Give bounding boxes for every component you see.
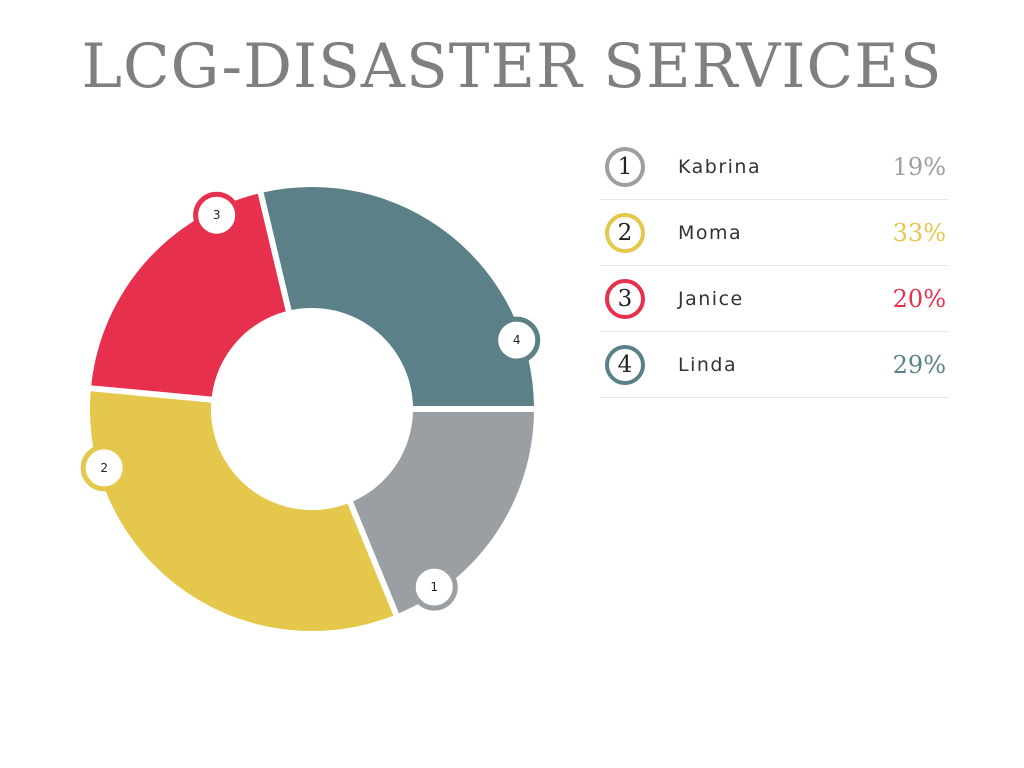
legend-number-badge: 2 <box>605 213 645 253</box>
slice-marker-label: 2 <box>100 461 108 475</box>
legend-row-3: 3 Janice 20% <box>600 266 948 332</box>
legend-percent: 33% <box>892 219 946 247</box>
slice-marker-label: 3 <box>213 208 221 222</box>
legend-percent: 29% <box>892 351 946 379</box>
legend-number-badge: 1 <box>605 147 645 187</box>
donut-slice-2 <box>89 391 394 632</box>
legend-row-2: 2 Moma 33% <box>600 200 948 266</box>
legend-name: Janice <box>678 288 744 310</box>
legend-number-badge: 4 <box>605 345 645 385</box>
legend-name: Linda <box>678 354 738 376</box>
page-title: LCG-DISASTER SERVICES <box>81 31 943 102</box>
slice-marker-4: 4 <box>493 316 541 364</box>
legend-row-4: 4 Linda 29% <box>600 332 948 398</box>
legend-name: Moma <box>678 222 743 244</box>
donut-chart: 1 2 3 4 <box>80 186 541 632</box>
legend: 1 Kabrina 19% 2 Moma 33% 3 Janice 20% 4 … <box>600 134 948 398</box>
slice-marker-2: 2 <box>80 444 128 492</box>
legend-percent: 20% <box>892 285 946 313</box>
legend-number-badge: 3 <box>605 279 645 319</box>
donut-slice-1 <box>353 412 534 614</box>
donut-slice-3 <box>91 193 286 397</box>
donut-slice-4 <box>263 186 534 406</box>
slice-marker-label: 1 <box>430 580 438 594</box>
legend-name: Kabrina <box>678 156 762 178</box>
legend-row-1: 1 Kabrina 19% <box>600 134 948 200</box>
slice-marker-label: 4 <box>513 333 521 347</box>
slice-marker-3: 3 <box>193 191 241 239</box>
legend-percent: 19% <box>892 153 946 181</box>
slice-marker-1: 1 <box>410 563 458 611</box>
